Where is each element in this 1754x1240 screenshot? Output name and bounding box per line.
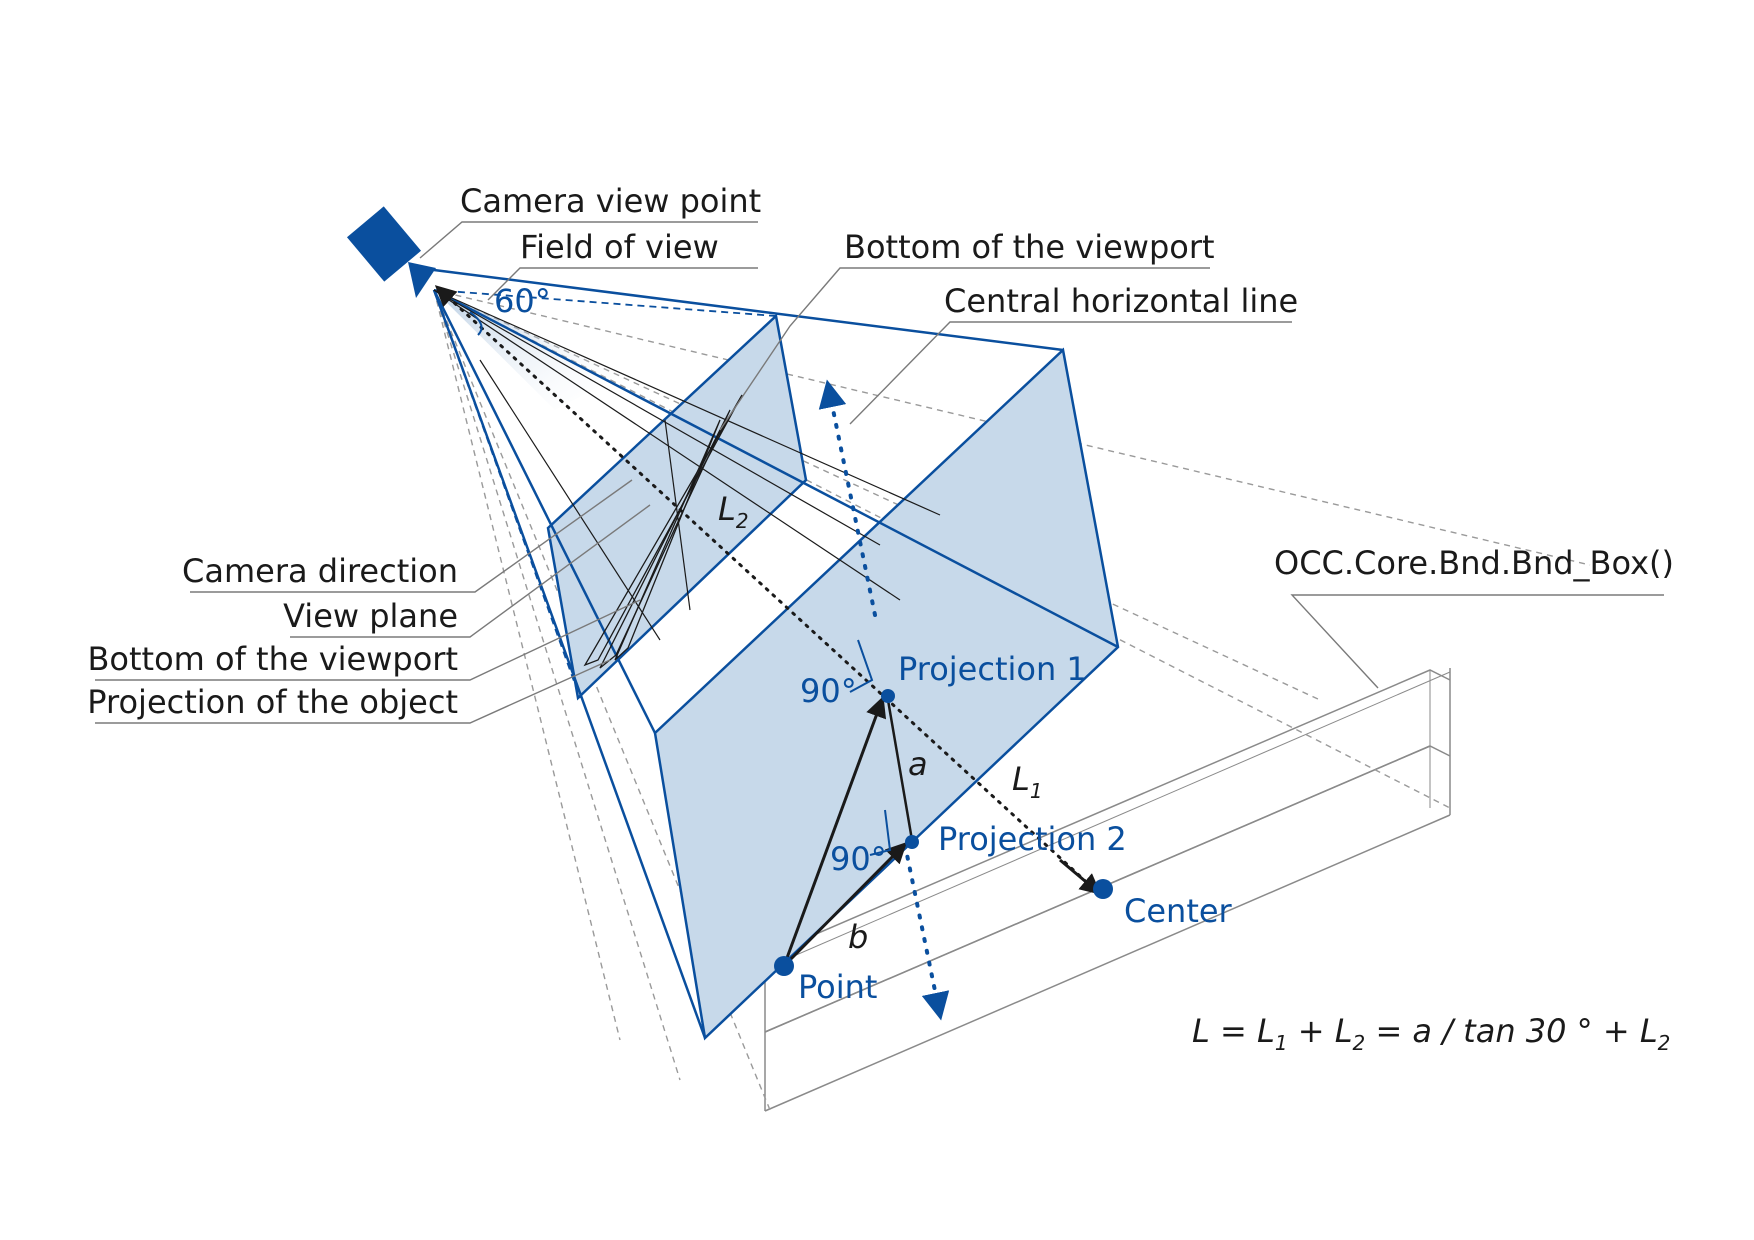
- segment-a: [886, 699, 914, 841]
- center-marker: [1093, 879, 1113, 899]
- field-of-view-label: Field of view: [520, 228, 719, 266]
- camera-icon: [346, 206, 436, 298]
- projection-2-marker: [905, 835, 919, 849]
- L1-label: L1: [1012, 760, 1043, 803]
- vector-point-projection-1: [782, 696, 887, 967]
- a-label: a: [908, 745, 928, 783]
- frustum-edges: [432, 268, 1119, 1039]
- frustum-dashed-edges: [433, 289, 777, 699]
- projection-1-label: Projection 1: [898, 650, 1087, 688]
- camera-view-point-label: Camera view point: [460, 182, 761, 220]
- internal-ray-lines: [433, 289, 941, 641]
- right-angle-label-2: 90°: [830, 840, 887, 878]
- camera-direction-line: [434, 285, 1095, 890]
- right-angle-label-1: 90°: [800, 672, 857, 710]
- bnd-box-label: OCC.Core.Bnd.Bnd_Box(): [1274, 544, 1674, 582]
- fov-angle-label: 60°: [494, 282, 551, 320]
- right-angle-mark-1: [849, 639, 874, 693]
- vector-b: [782, 842, 907, 968]
- bottom-of-viewport-left-label: Bottom of the viewport: [87, 640, 458, 678]
- projection-2-label: Projection 2: [938, 820, 1127, 858]
- bottom-of-viewport-top-label: Bottom of the viewport: [844, 228, 1215, 266]
- L2-label: L2: [718, 490, 749, 533]
- central-horizontal-line-label: Central horizontal line: [944, 282, 1298, 320]
- point-label: Point: [798, 968, 877, 1006]
- camera-direction-label: Camera direction: [182, 552, 458, 590]
- central-horizontal-line-lower: [903, 843, 950, 1021]
- view-plane-label: View plane: [283, 597, 458, 635]
- fov-arc: [469, 311, 483, 336]
- center-label: Center: [1124, 892, 1233, 930]
- center-arrow: [1059, 858, 1102, 895]
- projection-of-object-label: Projection of the object: [87, 683, 458, 721]
- projection-1-marker: [881, 689, 895, 703]
- central-horizontal-line: [818, 379, 877, 617]
- camera-beam: [434, 290, 620, 410]
- leader-lines: [95, 221, 1664, 724]
- formula: L = L1 + L2 = a / tan 30 ° + L2: [1192, 1012, 1670, 1055]
- b-label: b: [848, 918, 868, 956]
- right-angle-mark-2: [869, 809, 892, 856]
- point-marker: [774, 956, 794, 976]
